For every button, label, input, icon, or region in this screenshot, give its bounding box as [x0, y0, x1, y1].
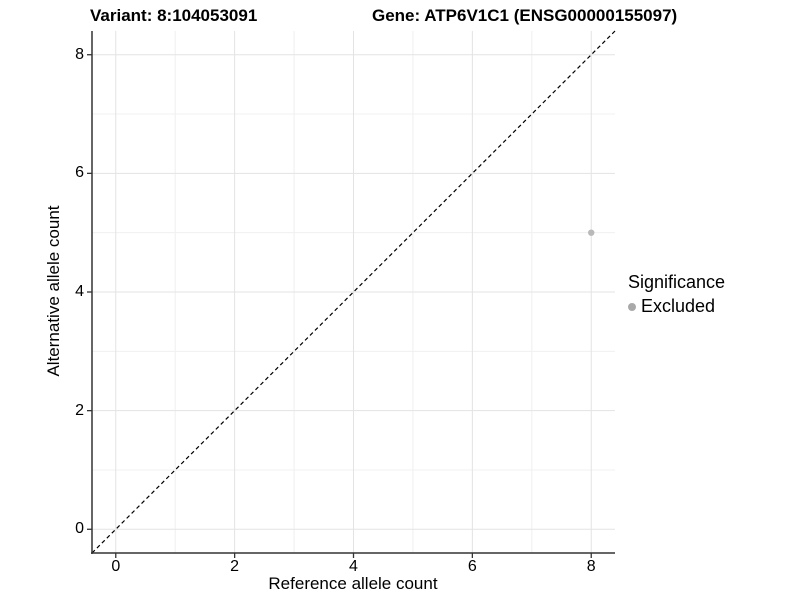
x-tick-label: 0: [111, 558, 121, 575]
y-axis-title: Alternative allele count: [44, 205, 63, 377]
x-tick-label: 4: [349, 558, 358, 575]
legend-item-label: Excluded: [641, 296, 716, 316]
y-tick-label: 8: [75, 45, 84, 63]
legend-item-excluded: Excluded: [628, 296, 725, 317]
y-tick-label: 4: [75, 283, 84, 300]
data-point-excluded: [588, 229, 595, 236]
excluded-point-icon: [628, 302, 636, 311]
x-tick-label: 6: [467, 558, 477, 575]
x-tick-label: 2: [230, 558, 240, 575]
plot-title-gene: Gene: ATP6V1C1 (ENSG00000155097): [372, 6, 678, 25]
legend-title: Significance: [628, 272, 726, 292]
legend: Significance Excluded: [628, 272, 725, 317]
x-axis-title: Reference allele count: [268, 574, 438, 593]
x-tick-label: 8: [586, 558, 596, 575]
y-tick-label: 2: [75, 401, 84, 419]
y-tick-label: 6: [75, 164, 84, 182]
plot-title-variant: Variant: 8:104053091: [90, 6, 258, 25]
y-tick-label: 0: [75, 520, 84, 538]
